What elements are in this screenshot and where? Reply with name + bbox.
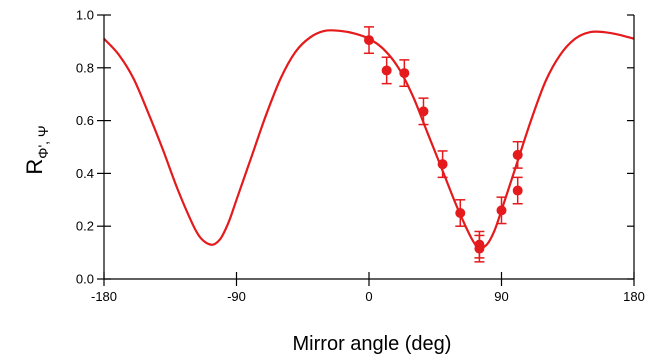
- y-tick-label: 1.0: [76, 8, 94, 23]
- x-tick-label: 90: [494, 289, 508, 304]
- axes-layer: -180 -90 0 90 180 0.0 0.2 0.4 0.6 0.8 1.0: [76, 8, 645, 305]
- fit-curve: [103, 29, 635, 249]
- y-axis-title-main: R: [22, 159, 47, 175]
- data-point: [437, 159, 448, 170]
- y-axis-title-subscript: Φ', Ψ: [35, 125, 51, 158]
- y-tick-label: 0.2: [76, 219, 94, 234]
- x-axis-title: Mirror angle (deg): [293, 333, 452, 355]
- data-point: [474, 243, 485, 254]
- y-axis-title: RΦ', Ψ: [22, 125, 51, 174]
- data-point: [496, 205, 507, 216]
- y-tick-label: 0.0: [76, 272, 94, 287]
- data-point: [455, 208, 466, 218]
- data-point: [399, 68, 410, 79]
- plot-area: [104, 15, 634, 279]
- x-tick-label: 0: [365, 289, 372, 304]
- x-tick-label: -90: [227, 289, 246, 304]
- data-point: [512, 185, 523, 196]
- data-point: [364, 35, 374, 46]
- y-tick-label: 0.6: [76, 113, 94, 128]
- y-tick-label: 0.8: [76, 60, 94, 75]
- data-points-layer: [364, 26, 523, 263]
- y-tick-label: 0.4: [76, 166, 94, 181]
- data-point: [418, 106, 429, 117]
- x-tick-label: 180: [623, 289, 645, 304]
- data-point: [381, 65, 392, 76]
- fit-curve-layer: [103, 29, 635, 249]
- plot-background: [104, 15, 634, 279]
- data-point: [512, 149, 523, 160]
- x-tick-label: -180: [91, 289, 117, 304]
